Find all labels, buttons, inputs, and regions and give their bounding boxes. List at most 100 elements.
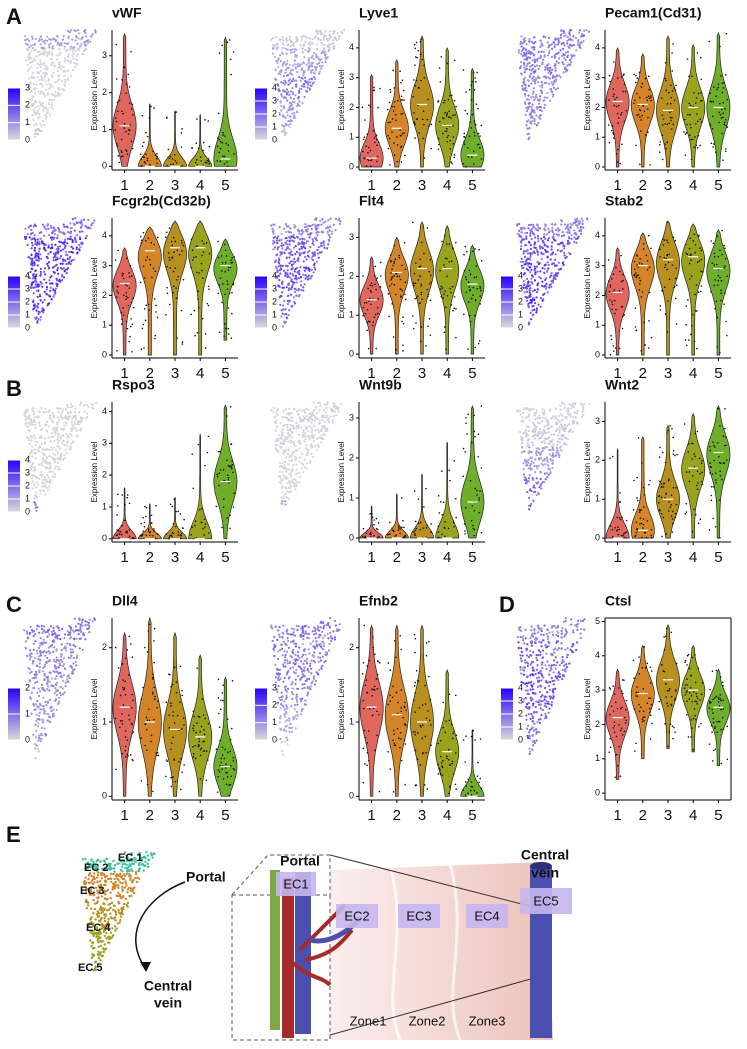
feature-point <box>577 44 579 46</box>
feature-point <box>520 248 522 250</box>
feature-point <box>540 238 542 240</box>
feature-point <box>527 269 529 271</box>
feature-point <box>294 63 296 65</box>
feature-point <box>537 271 539 273</box>
jitter-point <box>229 39 231 41</box>
colorbar-label: 2 <box>518 296 523 306</box>
feature-point <box>302 47 304 49</box>
jitter-point <box>422 59 424 61</box>
feature-point <box>73 49 75 51</box>
feature-point <box>32 96 34 98</box>
feature-point <box>528 99 530 101</box>
jitter-point <box>415 322 417 324</box>
feature-point <box>272 44 274 46</box>
jitter-point <box>181 128 183 130</box>
feature-point <box>91 33 93 35</box>
feature-point <box>532 93 534 95</box>
feature-point <box>292 65 294 67</box>
jitter-point <box>477 108 479 110</box>
feature-point <box>323 44 325 46</box>
feature-point <box>270 38 272 40</box>
feature-point <box>39 93 41 95</box>
jitter-point <box>445 306 447 308</box>
cluster-point <box>108 909 110 911</box>
cluster-point <box>89 918 91 920</box>
feature-point <box>320 224 322 226</box>
jitter-point <box>725 150 727 152</box>
feature-point <box>54 461 56 463</box>
feature-point <box>534 65 536 67</box>
jitter-point <box>430 281 432 283</box>
feature-point <box>542 241 544 243</box>
feature-point <box>46 448 48 450</box>
feature-point <box>39 281 41 283</box>
feature-point <box>54 454 56 456</box>
jitter-point <box>121 151 123 153</box>
cluster-point <box>106 898 108 900</box>
feature-point <box>578 230 580 232</box>
feature-point <box>33 304 35 306</box>
jitter-point <box>688 339 690 341</box>
feature-point <box>34 241 36 243</box>
feature-point <box>291 109 293 111</box>
feature-point <box>313 244 315 246</box>
jitter-point <box>117 505 119 507</box>
feature-point <box>41 38 43 40</box>
jitter-point <box>719 250 721 252</box>
feature-point <box>525 235 527 237</box>
feature-point <box>91 403 93 405</box>
feature-point <box>552 75 554 77</box>
jitter-point <box>182 343 184 345</box>
y-tick-label: 1 <box>595 320 600 330</box>
jitter-point <box>446 258 448 260</box>
jitter-point <box>714 279 716 281</box>
feature-point <box>46 421 48 423</box>
cluster-point <box>120 876 122 878</box>
jitter-point <box>391 283 393 285</box>
feature-point <box>548 37 550 39</box>
feature-point <box>78 37 80 39</box>
jitter-point <box>643 243 645 245</box>
jitter-point <box>440 286 442 288</box>
jitter-point <box>700 270 702 272</box>
feature-point <box>307 51 309 53</box>
jitter-point <box>366 322 368 324</box>
jitter-point <box>455 242 457 244</box>
jitter-point <box>123 295 125 297</box>
feature-point <box>31 446 33 448</box>
feature-point <box>74 408 76 410</box>
feature-point <box>45 72 47 74</box>
jitter-point <box>455 106 457 108</box>
jitter-point <box>613 273 615 275</box>
jitter-point <box>176 279 178 281</box>
jitter-point <box>172 256 174 258</box>
feature-point <box>539 65 541 67</box>
feature-point <box>63 242 65 244</box>
feature-point <box>301 85 303 87</box>
jitter-point <box>650 97 652 99</box>
feature-point <box>60 416 62 418</box>
jitter-point <box>649 164 651 166</box>
feature-point <box>57 461 59 463</box>
feature-point <box>525 49 527 51</box>
feature-point <box>315 35 317 37</box>
feature-point <box>293 98 295 100</box>
jitter-point <box>474 89 476 91</box>
jitter-point <box>131 108 133 110</box>
jitter-point <box>430 300 432 302</box>
jitter-point <box>121 110 123 112</box>
cluster-point <box>131 880 133 882</box>
feature-point <box>64 233 66 235</box>
cluster-point <box>113 867 115 869</box>
feature-point <box>52 476 54 478</box>
feature-point <box>300 88 302 90</box>
feature-point <box>63 424 65 426</box>
jitter-point <box>124 504 126 506</box>
feature-point <box>523 80 525 82</box>
feature-point <box>560 250 562 252</box>
feature-point <box>318 257 320 259</box>
feature-point <box>534 241 536 243</box>
jitter-point <box>689 248 691 250</box>
cluster-point <box>134 877 136 879</box>
jitter-point <box>145 259 147 261</box>
